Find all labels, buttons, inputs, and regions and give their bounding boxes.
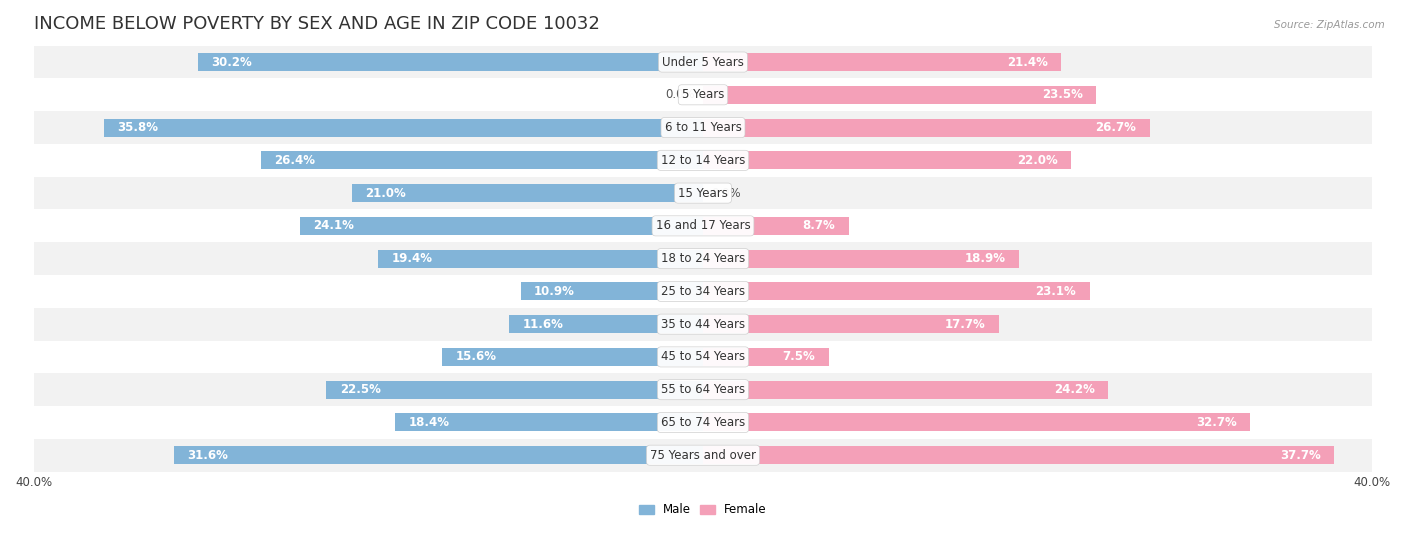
Bar <box>34 144 1372 177</box>
Bar <box>703 282 1090 300</box>
Bar <box>703 348 828 366</box>
Text: 18.9%: 18.9% <box>965 252 1005 265</box>
Bar <box>198 53 703 71</box>
Text: 32.7%: 32.7% <box>1197 416 1237 429</box>
Text: 15 Years: 15 Years <box>678 187 728 200</box>
Bar <box>703 250 1019 268</box>
Bar <box>34 406 1372 439</box>
Text: 35 to 44 Years: 35 to 44 Years <box>661 318 745 331</box>
Text: 7.5%: 7.5% <box>782 350 815 363</box>
Text: 19.4%: 19.4% <box>392 252 433 265</box>
Bar <box>703 151 1071 169</box>
Bar <box>352 184 703 202</box>
Text: 22.0%: 22.0% <box>1017 154 1057 167</box>
Bar <box>395 414 703 432</box>
Text: 23.1%: 23.1% <box>1035 285 1076 298</box>
Text: 11.6%: 11.6% <box>522 318 564 331</box>
Text: 21.0%: 21.0% <box>366 187 406 200</box>
Text: 15.6%: 15.6% <box>456 350 496 363</box>
Text: 24.2%: 24.2% <box>1053 383 1095 396</box>
Bar <box>34 46 1372 78</box>
Text: 0.0%: 0.0% <box>711 187 741 200</box>
Bar <box>34 210 1372 242</box>
Text: 24.1%: 24.1% <box>314 219 354 233</box>
Bar <box>703 315 1000 333</box>
Text: 37.7%: 37.7% <box>1279 449 1320 462</box>
Bar <box>703 381 1108 399</box>
Bar <box>441 348 703 366</box>
Bar <box>174 446 703 464</box>
Text: INCOME BELOW POVERTY BY SEX AND AGE IN ZIP CODE 10032: INCOME BELOW POVERTY BY SEX AND AGE IN Z… <box>34 15 599 33</box>
Bar <box>34 373 1372 406</box>
Bar <box>104 119 703 136</box>
Bar <box>703 217 849 235</box>
Bar <box>34 439 1372 472</box>
Text: 30.2%: 30.2% <box>211 55 252 69</box>
Text: 35.8%: 35.8% <box>117 121 159 134</box>
Text: 23.5%: 23.5% <box>1042 88 1083 101</box>
Bar <box>299 217 703 235</box>
Text: 26.4%: 26.4% <box>274 154 315 167</box>
Text: 18 to 24 Years: 18 to 24 Years <box>661 252 745 265</box>
Bar <box>326 381 703 399</box>
Bar <box>34 78 1372 111</box>
Text: 21.4%: 21.4% <box>1007 55 1047 69</box>
Text: 6 to 11 Years: 6 to 11 Years <box>665 121 741 134</box>
Text: 16 and 17 Years: 16 and 17 Years <box>655 219 751 233</box>
Bar <box>378 250 703 268</box>
Text: Under 5 Years: Under 5 Years <box>662 55 744 69</box>
Text: 17.7%: 17.7% <box>945 318 986 331</box>
Bar <box>34 275 1372 308</box>
Text: Source: ZipAtlas.com: Source: ZipAtlas.com <box>1274 20 1385 30</box>
Text: 55 to 64 Years: 55 to 64 Years <box>661 383 745 396</box>
Bar <box>520 282 703 300</box>
Bar <box>509 315 703 333</box>
Text: 0.0%: 0.0% <box>665 88 695 101</box>
Text: 12 to 14 Years: 12 to 14 Years <box>661 154 745 167</box>
Text: 5 Years: 5 Years <box>682 88 724 101</box>
Text: 26.7%: 26.7% <box>1095 121 1136 134</box>
Bar <box>34 111 1372 144</box>
Bar <box>703 446 1334 464</box>
Text: 10.9%: 10.9% <box>534 285 575 298</box>
Bar <box>34 242 1372 275</box>
Text: 18.4%: 18.4% <box>409 416 450 429</box>
Text: 75 Years and over: 75 Years and over <box>650 449 756 462</box>
Text: 25 to 34 Years: 25 to 34 Years <box>661 285 745 298</box>
Text: 22.5%: 22.5% <box>340 383 381 396</box>
Text: 8.7%: 8.7% <box>803 219 835 233</box>
Bar <box>34 308 1372 340</box>
Bar <box>703 53 1062 71</box>
Bar <box>34 340 1372 373</box>
Bar <box>703 86 1097 104</box>
Text: 65 to 74 Years: 65 to 74 Years <box>661 416 745 429</box>
Legend: Male, Female: Male, Female <box>634 499 772 521</box>
Bar <box>703 119 1150 136</box>
Bar <box>703 414 1250 432</box>
Bar <box>34 177 1372 210</box>
Bar <box>262 151 703 169</box>
Text: 31.6%: 31.6% <box>187 449 228 462</box>
Text: 45 to 54 Years: 45 to 54 Years <box>661 350 745 363</box>
